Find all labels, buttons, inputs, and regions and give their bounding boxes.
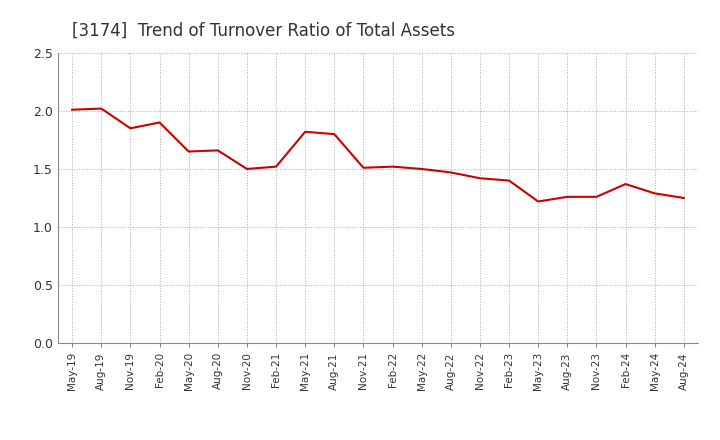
Text: [3174]  Trend of Turnover Ratio of Total Assets: [3174] Trend of Turnover Ratio of Total … [72, 22, 455, 40]
